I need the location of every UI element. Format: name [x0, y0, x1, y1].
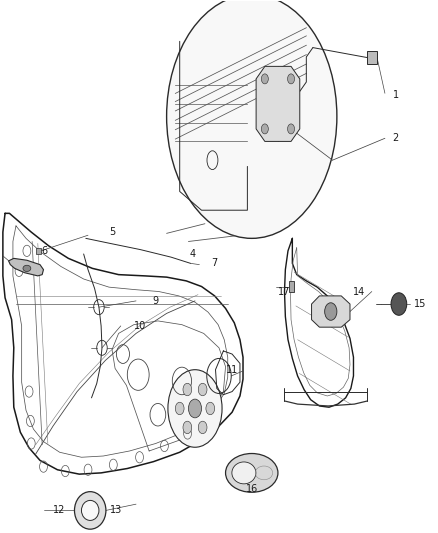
Text: 15: 15: [413, 299, 426, 309]
Text: 1: 1: [393, 90, 399, 100]
Polygon shape: [289, 281, 294, 292]
Text: 2: 2: [393, 133, 399, 143]
Circle shape: [175, 402, 184, 415]
Polygon shape: [36, 248, 41, 254]
Polygon shape: [256, 67, 300, 141]
Polygon shape: [367, 51, 377, 64]
Text: 6: 6: [41, 246, 47, 256]
Text: 16: 16: [246, 483, 258, 494]
Circle shape: [166, 0, 337, 238]
Ellipse shape: [232, 462, 256, 484]
Circle shape: [183, 383, 192, 396]
Text: 14: 14: [353, 287, 365, 296]
Circle shape: [288, 124, 294, 134]
Ellipse shape: [226, 454, 278, 492]
Ellipse shape: [81, 500, 99, 520]
Circle shape: [168, 370, 222, 447]
Text: 10: 10: [134, 321, 147, 331]
Ellipse shape: [74, 491, 106, 529]
Polygon shape: [9, 259, 43, 276]
Circle shape: [325, 303, 337, 320]
Text: 13: 13: [110, 505, 123, 515]
Text: 12: 12: [53, 505, 66, 515]
Text: 9: 9: [152, 296, 159, 306]
Circle shape: [183, 421, 192, 434]
Text: 11: 11: [226, 365, 238, 375]
Circle shape: [288, 74, 294, 84]
Circle shape: [206, 402, 215, 415]
Text: 4: 4: [190, 249, 196, 259]
Circle shape: [391, 293, 407, 316]
Circle shape: [198, 421, 207, 434]
Text: 17: 17: [278, 287, 291, 296]
Text: 5: 5: [109, 227, 115, 237]
Circle shape: [261, 74, 268, 84]
Circle shape: [261, 124, 268, 134]
Ellipse shape: [23, 265, 31, 271]
Circle shape: [198, 383, 207, 396]
Text: 7: 7: [212, 259, 218, 269]
Polygon shape: [311, 296, 350, 327]
Circle shape: [188, 399, 201, 418]
